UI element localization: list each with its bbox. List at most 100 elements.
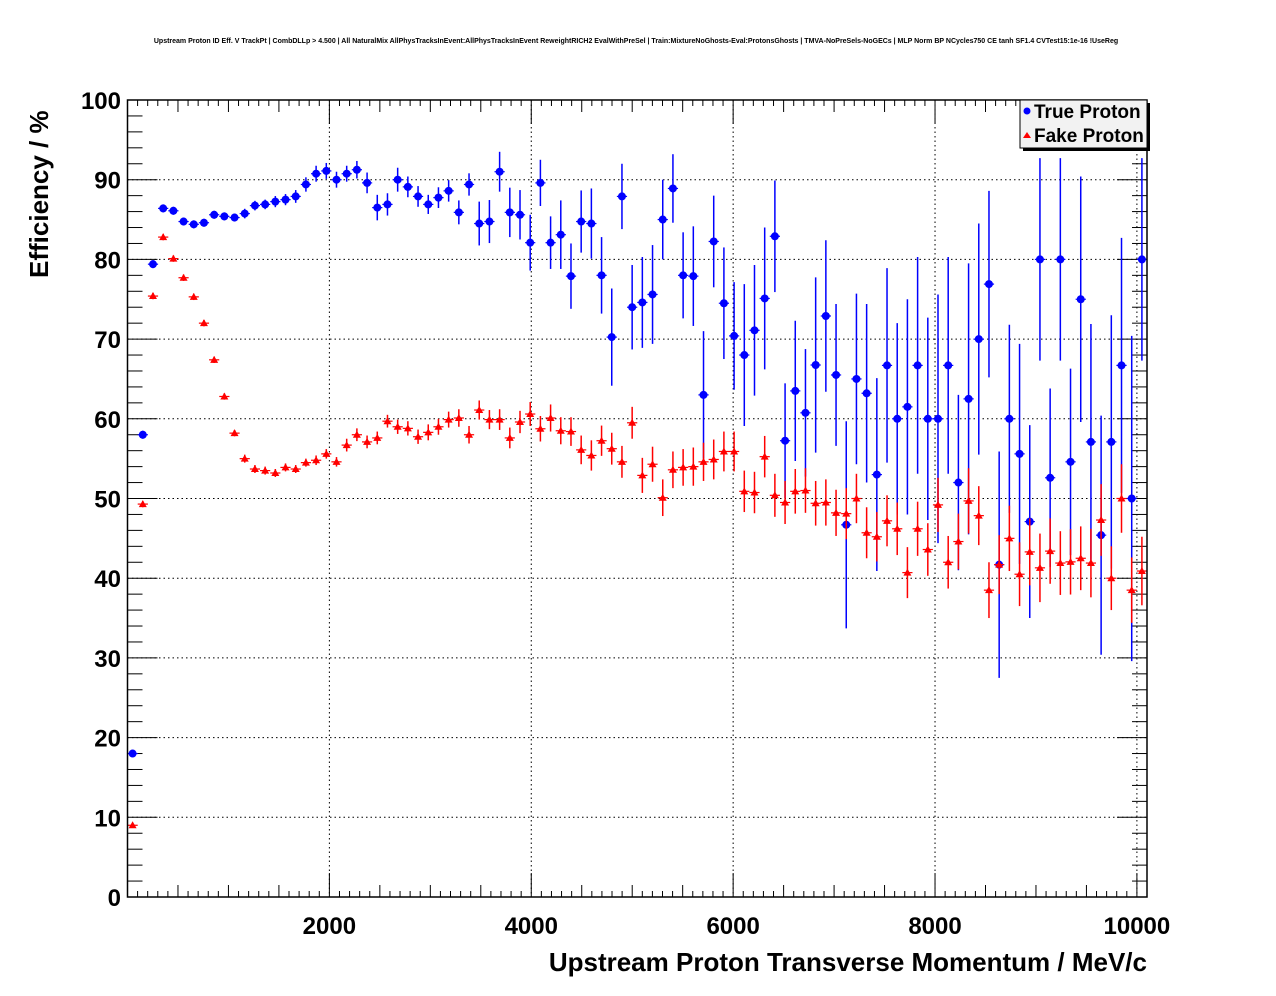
data-point-fake-proton — [628, 418, 637, 426]
data-point-fake-proton — [1066, 557, 1075, 565]
data-point-fake-proton — [740, 487, 749, 495]
y-tick-label: 30 — [94, 646, 121, 673]
data-point-fake-proton — [679, 463, 688, 471]
data-point-fake-proton — [291, 465, 300, 473]
data-point-true-proton — [393, 175, 402, 184]
data-point-fake-proton — [903, 568, 912, 576]
data-point-true-proton — [719, 299, 728, 308]
data-point-true-proton — [791, 386, 800, 395]
data-point-true-proton — [291, 192, 300, 201]
data-point-fake-proton — [301, 458, 310, 466]
y-tick-label: 40 — [94, 566, 121, 593]
data-point-fake-proton — [444, 415, 453, 423]
data-point-true-proton — [607, 333, 616, 342]
data-point-true-proton — [801, 408, 810, 417]
data-point-fake-proton — [719, 447, 728, 455]
data-point-fake-proton — [730, 447, 739, 455]
data-point-true-proton — [1015, 449, 1024, 458]
y-tick-label: 0 — [108, 885, 121, 912]
data-point-true-proton — [1107, 437, 1116, 446]
data-point-true-proton — [332, 175, 341, 184]
data-point-true-proton — [587, 219, 596, 228]
data-point-true-proton — [516, 210, 525, 219]
data-point-true-proton — [424, 200, 433, 209]
data-point-true-proton — [495, 167, 504, 176]
data-point-true-proton — [923, 414, 932, 423]
x-axis-label: Upstream Proton Transverse Momentum / Me… — [549, 947, 1147, 977]
data-point-fake-proton — [1127, 586, 1136, 594]
y-tick-label: 100 — [81, 88, 121, 115]
data-point-fake-proton — [220, 392, 229, 400]
y-tick-label: 60 — [94, 407, 121, 434]
legend-marker-fake-proton — [1023, 132, 1031, 138]
data-point-true-proton — [189, 220, 198, 229]
data-point-fake-proton — [322, 449, 331, 457]
data-point-true-proton — [750, 326, 759, 335]
data-point-fake-proton — [148, 292, 157, 300]
data-point-true-proton — [138, 430, 147, 439]
data-point-true-proton — [760, 294, 769, 303]
data-point-true-proton — [199, 218, 208, 227]
data-point-true-proton — [1117, 361, 1126, 370]
data-point-fake-proton — [403, 424, 412, 432]
data-point-true-proton — [383, 200, 392, 209]
data-point-fake-proton — [240, 454, 249, 462]
data-point-true-proton — [1005, 414, 1014, 423]
legend-box — [1019, 99, 1148, 149]
data-point-true-proton — [781, 436, 790, 445]
data-point-true-proton — [261, 200, 270, 209]
data-point-fake-proton — [984, 586, 993, 594]
data-point-true-proton — [883, 361, 892, 370]
data-point-fake-proton — [210, 355, 219, 363]
data-point-fake-proton — [281, 463, 290, 471]
data-point-fake-proton — [189, 292, 198, 300]
data-point-fake-proton — [862, 528, 871, 536]
data-point-fake-proton — [944, 558, 953, 566]
data-point-fake-proton — [883, 516, 892, 524]
y-axis-label: Efficiency / % — [24, 110, 54, 278]
y-tick-label: 70 — [94, 327, 121, 354]
data-point-fake-proton — [516, 417, 525, 425]
legend-label-fake-proton: Fake Proton — [1034, 126, 1144, 147]
data-point-fake-proton — [169, 254, 178, 262]
data-point-true-proton — [668, 184, 677, 193]
data-point-fake-proton — [709, 455, 718, 463]
data-point-fake-proton — [556, 426, 565, 434]
data-point-fake-proton — [250, 465, 259, 473]
data-point-fake-proton — [393, 422, 402, 430]
data-point-true-proton — [526, 238, 535, 247]
data-point-true-proton — [301, 180, 310, 189]
data-point-true-proton — [658, 215, 667, 224]
data-point-fake-proton — [475, 406, 484, 414]
data-point-fake-proton — [597, 436, 606, 444]
data-point-true-proton — [699, 390, 708, 399]
data-point-true-proton — [128, 749, 137, 758]
x-tick-label: 4000 — [505, 913, 558, 940]
data-point-fake-proton — [1097, 516, 1106, 524]
data-point-true-proton — [1056, 255, 1065, 264]
data-point-fake-proton — [934, 500, 943, 508]
true-proton-series — [127, 151, 1147, 758]
data-point-true-proton — [414, 192, 423, 201]
data-point-fake-proton — [1005, 534, 1014, 542]
data-point-true-proton — [505, 208, 514, 217]
data-point-true-proton — [1066, 457, 1075, 466]
data-point-true-proton — [617, 192, 626, 201]
data-point-true-proton — [363, 178, 372, 187]
legend-marker-true-proton — [1023, 107, 1031, 115]
data-point-true-proton — [852, 374, 861, 383]
data-point-true-proton — [1046, 473, 1055, 482]
data-point-fake-proton — [832, 508, 841, 516]
data-point-true-proton — [893, 414, 902, 423]
data-point-fake-proton — [352, 430, 361, 438]
data-point-true-proton — [230, 213, 239, 222]
data-point-fake-proton — [424, 428, 433, 436]
data-point-fake-proton — [872, 532, 881, 540]
data-point-fake-proton — [363, 437, 372, 445]
data-point-fake-proton — [1137, 567, 1146, 575]
data-point-true-proton — [740, 351, 749, 360]
data-point-fake-proton — [689, 462, 698, 470]
data-point-true-proton — [322, 166, 331, 175]
data-point-true-proton — [434, 193, 443, 202]
